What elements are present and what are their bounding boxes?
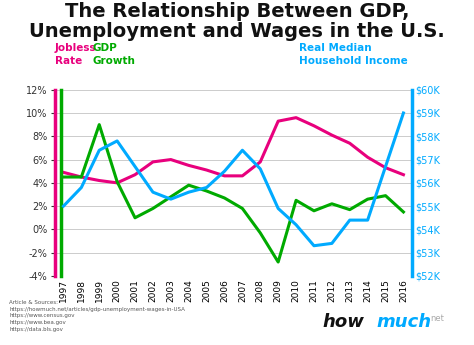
Text: net: net [430, 314, 444, 323]
Text: GDP: GDP [92, 43, 117, 53]
Text: Growth: Growth [92, 56, 135, 66]
Text: Rate: Rate [55, 56, 82, 66]
Text: Real Median: Real Median [299, 43, 371, 53]
Text: Jobless: Jobless [55, 43, 96, 53]
Text: Unemployment and Wages in the U.S.: Unemployment and Wages in the U.S. [29, 22, 445, 41]
Text: much: much [377, 313, 432, 331]
Text: how: how [322, 313, 364, 331]
Text: Article & Sources:
https://howmuch.net/articles/gdp-unemployment-wages-in-USA
ht: Article & Sources: https://howmuch.net/a… [9, 300, 185, 332]
Text: The Relationship Between GDP,: The Relationship Between GDP, [65, 2, 409, 21]
Text: Household Income: Household Income [299, 56, 407, 66]
